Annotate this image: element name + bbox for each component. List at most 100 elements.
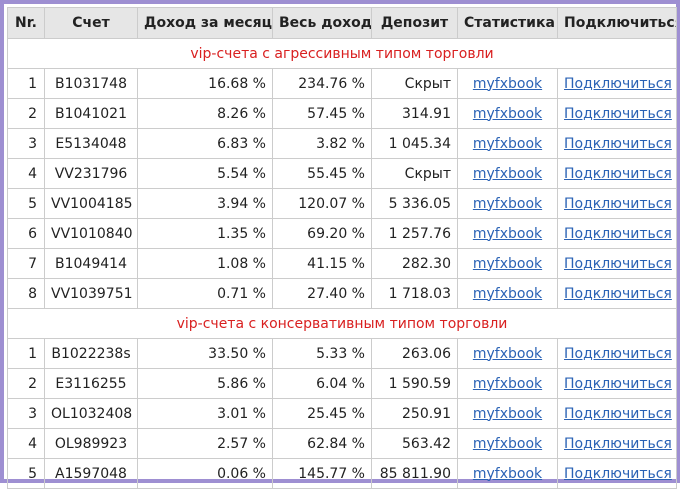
- statistics-cell: myfxbook: [457, 128, 558, 159]
- connect-cell: Подключиться: [557, 368, 677, 399]
- deposit: 1 590.59: [371, 368, 458, 399]
- statistics-cell: myfxbook: [457, 98, 558, 129]
- table-row: 2 B1041021 8.26 % 57.45 % 314.91 myfxbook Подк…: [7, 98, 677, 129]
- monthly-income: 3.01 %: [137, 398, 273, 429]
- deposit: 314.91: [371, 98, 458, 129]
- deposit: Скрыт: [371, 158, 458, 189]
- account-id: B1031748: [44, 68, 138, 99]
- connect-link[interactable]: Подключиться: [564, 255, 672, 272]
- connect-link[interactable]: Подключиться: [564, 435, 672, 452]
- accounts-table: Nr. Счет Доход за месяц Весь доход Депоз…: [7, 7, 677, 489]
- header-connect: Подключиться: [557, 7, 677, 39]
- account-id: B1041021: [44, 98, 138, 129]
- statistics-cell: myfxbook: [457, 188, 558, 219]
- connect-link[interactable]: Подключиться: [564, 405, 672, 422]
- total-income: 69.20 %: [272, 218, 372, 249]
- account-id: OL1032408: [44, 398, 138, 429]
- account-id: OL989923: [44, 428, 138, 459]
- connect-cell: Подключиться: [557, 278, 677, 309]
- group-title: vip-счета с консервативным типом торговл…: [7, 308, 677, 339]
- connect-cell: Подключиться: [557, 98, 677, 129]
- header-statistics: Статистика: [457, 7, 558, 39]
- myfxbook-link[interactable]: myfxbook: [472, 75, 543, 92]
- group-title: vip-счета с агрессивным типом торговли: [7, 38, 677, 69]
- myfxbook-link[interactable]: myfxbook: [472, 225, 543, 242]
- group-header-row: vip-счета с агрессивным типом торговли: [7, 38, 677, 69]
- connect-cell: Подключиться: [557, 188, 677, 219]
- connect-cell: Подключиться: [557, 248, 677, 279]
- statistics-cell: myfxbook: [457, 158, 558, 189]
- table-body: vip-счета с агрессивным типом торговли 1 B…: [7, 38, 677, 489]
- myfxbook-link[interactable]: myfxbook: [472, 165, 543, 182]
- row-number: 4: [7, 428, 45, 459]
- monthly-income: 1.08 %: [137, 248, 273, 279]
- row-number: 2: [7, 98, 45, 129]
- myfxbook-link[interactable]: myfxbook: [472, 255, 543, 272]
- row-number: 3: [7, 128, 45, 159]
- monthly-income: 16.68 %: [137, 68, 273, 99]
- connect-link[interactable]: Подключиться: [564, 345, 672, 362]
- total-income: 41.15 %: [272, 248, 372, 279]
- connect-link[interactable]: Подключиться: [564, 165, 672, 182]
- monthly-income: 1.35 %: [137, 218, 273, 249]
- total-income: 145.77 %: [272, 458, 372, 489]
- statistics-cell: myfxbook: [457, 368, 558, 399]
- table-row: 3 E5134048 6.83 % 3.82 % 1 045.34 myfxbook Под…: [7, 128, 677, 159]
- row-number: 1: [7, 68, 45, 99]
- row-number: 6: [7, 218, 45, 249]
- table-row: 5 A1597048 0.06 % 145.77 % 85 811.90 myfxbook…: [7, 458, 677, 489]
- myfxbook-link[interactable]: myfxbook: [472, 195, 543, 212]
- group-header-row: vip-счета с консервативным типом торговл…: [7, 308, 677, 339]
- monthly-income: 2.57 %: [137, 428, 273, 459]
- connect-cell: Подключиться: [557, 458, 677, 489]
- statistics-cell: myfxbook: [457, 248, 558, 279]
- myfxbook-link[interactable]: myfxbook: [472, 465, 543, 482]
- total-income: 57.45 %: [272, 98, 372, 129]
- connect-link[interactable]: Подключиться: [564, 375, 672, 392]
- myfxbook-link[interactable]: myfxbook: [472, 285, 543, 302]
- monthly-income: 0.71 %: [137, 278, 273, 309]
- statistics-cell: myfxbook: [457, 428, 558, 459]
- myfxbook-link[interactable]: myfxbook: [472, 405, 543, 422]
- myfxbook-link[interactable]: myfxbook: [472, 435, 543, 452]
- connect-cell: Подключиться: [557, 218, 677, 249]
- connect-link[interactable]: Подключиться: [564, 225, 672, 242]
- account-id: VV1010840: [44, 218, 138, 249]
- account-id: VV1039751: [44, 278, 138, 309]
- deposit: 1 718.03: [371, 278, 458, 309]
- row-number: 5: [7, 188, 45, 219]
- statistics-cell: myfxbook: [457, 218, 558, 249]
- row-number: 1: [7, 338, 45, 369]
- deposit: 85 811.90: [371, 458, 458, 489]
- myfxbook-link[interactable]: myfxbook: [472, 105, 543, 122]
- row-number: 4: [7, 158, 45, 189]
- deposit: 250.91: [371, 398, 458, 429]
- myfxbook-link[interactable]: myfxbook: [472, 375, 543, 392]
- myfxbook-link[interactable]: myfxbook: [472, 135, 543, 152]
- monthly-income: 3.94 %: [137, 188, 273, 219]
- connect-link[interactable]: Подключиться: [564, 105, 672, 122]
- connect-link[interactable]: Подключиться: [564, 75, 672, 92]
- table-row: 8 VV1039751 0.71 % 27.40 % 1 718.03 myfxbook П…: [7, 278, 677, 309]
- account-id: E5134048: [44, 128, 138, 159]
- myfxbook-link[interactable]: myfxbook: [472, 345, 543, 362]
- connect-link[interactable]: Подключиться: [564, 465, 672, 482]
- table-row: 7 B1049414 1.08 % 41.15 % 282.30 myfxbook Подк…: [7, 248, 677, 279]
- connect-link[interactable]: Подключиться: [564, 285, 672, 302]
- total-income: 120.07 %: [272, 188, 372, 219]
- monthly-income: 5.54 %: [137, 158, 273, 189]
- statistics-cell: myfxbook: [457, 458, 558, 489]
- connect-link[interactable]: Подключиться: [564, 135, 672, 152]
- total-income: 5.33 %: [272, 338, 372, 369]
- deposit: 282.30: [371, 248, 458, 279]
- row-number: 2: [7, 368, 45, 399]
- table-row: 1 B1022238s 33.50 % 5.33 % 263.06 myfxbook Под…: [7, 338, 677, 369]
- connect-cell: Подключиться: [557, 158, 677, 189]
- connect-link[interactable]: Подключиться: [564, 195, 672, 212]
- monthly-income: 0.06 %: [137, 458, 273, 489]
- header-deposit: Депозит: [371, 7, 458, 39]
- header-row: Nr. Счет Доход за месяц Весь доход Депоз…: [7, 7, 677, 39]
- statistics-cell: myfxbook: [457, 338, 558, 369]
- connect-cell: Подключиться: [557, 338, 677, 369]
- deposit: 263.06: [371, 338, 458, 369]
